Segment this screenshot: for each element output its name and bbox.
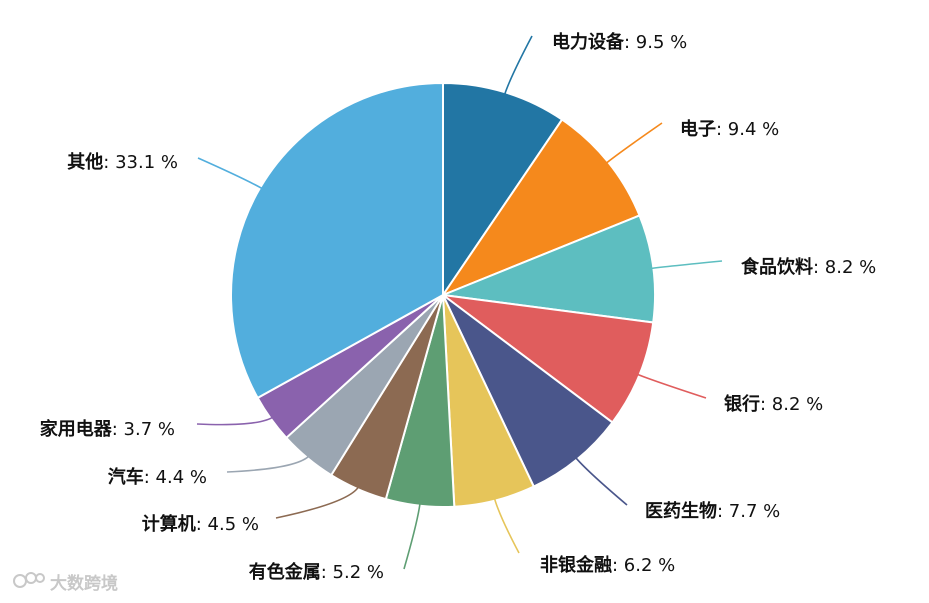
slice-label-category: 电子: [680, 118, 716, 140]
slice-label-value: 3.7 %: [124, 419, 175, 440]
pie-slices: [230, 82, 656, 508]
slice-label-category: 银行: [724, 393, 760, 415]
slice-label-value: 5.2 %: [333, 562, 384, 583]
slice-label-separator: :: [103, 152, 115, 173]
slice-label-value: 6.2 %: [624, 555, 675, 576]
slice-label-category: 医药生物: [645, 500, 717, 522]
leader-line: [635, 372, 707, 399]
slice-label-category: 其他: [67, 151, 103, 173]
slice-label-value: 9.4 %: [728, 119, 779, 140]
slice-label-separator: :: [196, 514, 208, 535]
slice-label-separator: :: [717, 501, 729, 522]
slice-label-value: 7.7 %: [729, 501, 780, 522]
slice-label-category: 有色金属: [249, 561, 321, 583]
slice-label-category: 计算机: [142, 513, 196, 535]
leader-line: [503, 35, 533, 97]
leader-line: [275, 485, 361, 519]
slice-label-value: 9.5 %: [636, 32, 687, 53]
slice-label: 电子: 9.4 %: [680, 118, 779, 140]
slice-label-separator: :: [716, 119, 728, 140]
leader-line: [573, 455, 628, 506]
leader-line: [226, 454, 311, 473]
watermark-logo-icon: [13, 572, 45, 588]
slice-label-value: 4.4 %: [156, 467, 207, 488]
leader-line: [493, 496, 520, 554]
slice-label-separator: :: [760, 394, 772, 415]
slice-label-value: 8.2 %: [772, 394, 823, 415]
watermark-text: 大数跨境: [50, 573, 118, 594]
slice-label-value: 8.2 %: [825, 257, 876, 278]
slice-label-category: 食品饮料: [740, 256, 813, 278]
slice-label-category: 非银金融: [540, 554, 612, 576]
slice-label: 电力设备: 9.5 %: [552, 31, 687, 53]
leader-lines: [196, 35, 723, 570]
slice-label: 其他: 33.1 %: [67, 151, 178, 173]
slice-label: 非银金融: 6.2 %: [540, 554, 675, 576]
slice-label-category: 电力设备: [552, 31, 625, 53]
slice-label-separator: :: [144, 467, 156, 488]
slice-label-separator: :: [612, 555, 624, 576]
leader-line: [196, 415, 275, 426]
slice-labels: 电力设备: 9.5 %电子: 9.4 %食品饮料: 8.2 %银行: 8.2 %…: [40, 31, 877, 583]
watermark: 大数跨境: [13, 572, 118, 594]
slice-label: 医药生物: 7.7 %: [645, 500, 780, 522]
slice-label: 有色金属: 5.2 %: [249, 561, 384, 583]
leader-line: [197, 157, 265, 191]
slice-label-separator: :: [112, 419, 124, 440]
slice-label-value: 4.5 %: [208, 514, 259, 535]
leader-line: [604, 122, 663, 165]
slice-label: 汽车: 4.4 %: [108, 466, 207, 488]
leader-line: [403, 501, 421, 570]
leader-line: [649, 260, 723, 270]
slice-label-separator: :: [813, 257, 825, 278]
slice-label: 食品饮料: 8.2 %: [740, 256, 876, 278]
slice-label-separator: :: [624, 32, 636, 53]
slice-label: 计算机: 4.5 %: [142, 513, 259, 535]
slice-label: 家用电器: 3.7 %: [40, 418, 175, 440]
slice-label-category: 汽车: [108, 466, 144, 488]
slice-label-separator: :: [321, 562, 333, 583]
slice-label-category: 家用电器: [40, 418, 113, 440]
slice-label: 银行: 8.2 %: [724, 393, 823, 415]
slice-label-value: 33.1 %: [115, 152, 178, 173]
